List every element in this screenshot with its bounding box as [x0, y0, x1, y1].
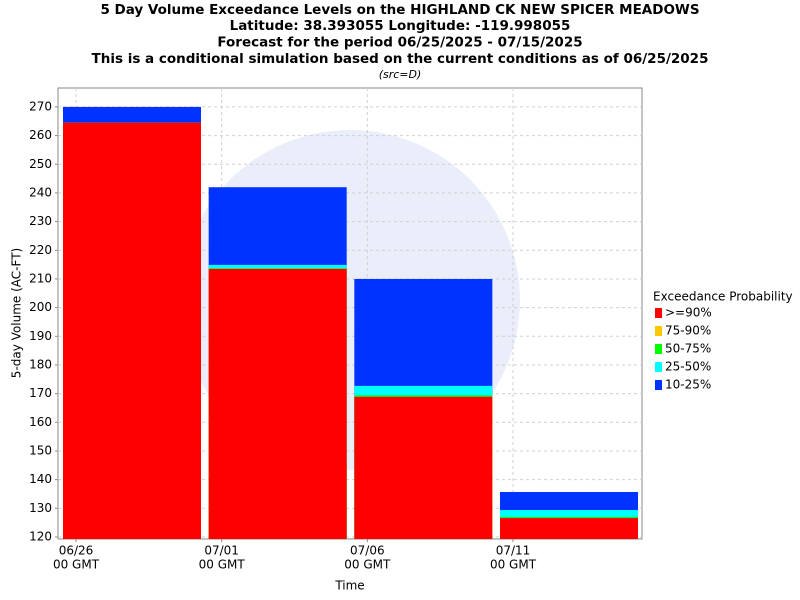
chart-subtitle: Latitude: 38.393055 Longitude: -119.9980… [230, 18, 571, 34]
x-axis-label: Time [334, 579, 364, 593]
y-tick-label: 270 [29, 99, 52, 113]
y-tick-label: 210 [29, 271, 52, 285]
bar [208, 268, 347, 539]
bar [354, 396, 493, 539]
y-tick-label: 230 [29, 214, 52, 228]
y-tick-label: 260 [29, 128, 52, 142]
legend-swatch [655, 308, 662, 318]
y-tick-label: 180 [29, 357, 52, 371]
y-tick-label: 250 [29, 157, 52, 171]
legend-swatch [655, 326, 662, 336]
y-axis-label: 5-day Volume (AC-FT) [10, 248, 24, 378]
y-tick-label: 140 [29, 472, 52, 486]
y-tick-label: 220 [29, 243, 52, 257]
y-tick-label: 150 [29, 443, 52, 457]
source-note: (src=D) [379, 68, 422, 81]
chart-title: 5 Day Volume Exceedance Levels on the HI… [100, 2, 699, 18]
x-tick-label: 00 GMT [344, 558, 391, 572]
y-tick-label: 130 [29, 501, 52, 515]
legend-label: 50-75% [665, 342, 711, 356]
legend-title: Exceedance Probability [653, 290, 793, 304]
y-tick-label: 240 [29, 185, 52, 199]
x-tick-label: 00 GMT [490, 558, 537, 572]
bar [500, 518, 639, 539]
y-tick-label: 120 [29, 529, 52, 543]
y-tick-label: 190 [29, 329, 52, 343]
x-tick-label: 00 GMT [199, 558, 246, 572]
chart-subtitle: Forecast for the period 06/25/2025 - 07/… [217, 35, 582, 51]
x-tick-label: 00 GMT [53, 558, 100, 572]
x-tick-label: 07/01 [204, 544, 239, 558]
legend-label: >=90% [665, 306, 712, 320]
legend-swatch [655, 380, 662, 390]
x-tick-label: 06/26 [59, 544, 94, 558]
legend-swatch [655, 344, 662, 354]
y-tick-label: 200 [29, 300, 52, 314]
x-tick-label: 07/06 [350, 544, 385, 558]
legend-label: 10-25% [665, 378, 711, 392]
y-tick-label: 170 [29, 386, 52, 400]
bar [63, 122, 201, 539]
legend-swatch [655, 362, 662, 372]
chart-subtitle: This is a conditional simulation based o… [92, 51, 709, 67]
legend-label: 25-50% [665, 360, 711, 374]
legend-label: 75-90% [665, 324, 711, 338]
x-tick-label: 07/11 [496, 544, 531, 558]
y-tick-label: 160 [29, 415, 52, 429]
